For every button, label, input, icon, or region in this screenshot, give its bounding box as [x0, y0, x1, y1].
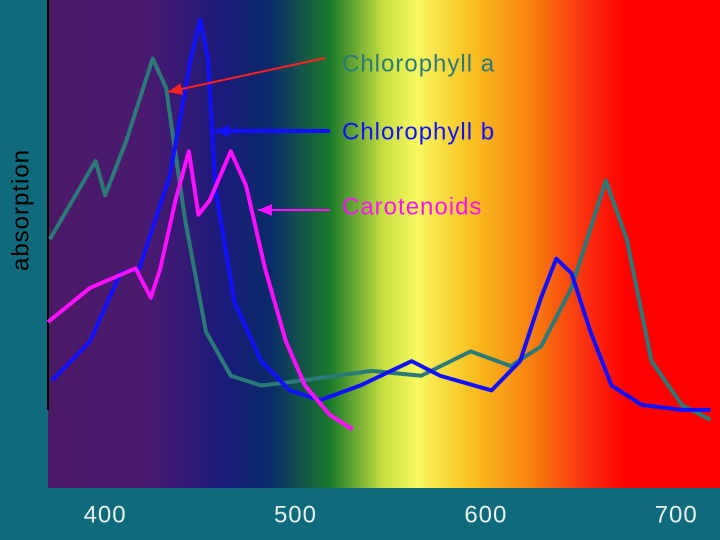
x-tick-label: 500	[274, 501, 317, 528]
x-tick-label: 700	[655, 501, 698, 528]
annotation-arrow	[167, 57, 326, 93]
data-line	[46, 149, 354, 432]
series-label: Chlorophyll a	[342, 50, 495, 77]
annotation-arrowhead	[258, 204, 272, 216]
data-line	[48, 56, 712, 422]
annotation-arrowhead	[215, 125, 229, 137]
annotation-arrowhead	[168, 83, 183, 95]
y-axis-label: absorption	[7, 149, 34, 271]
spectrum-background	[48, 0, 720, 488]
series-label: Chlorophyll b	[342, 118, 495, 145]
x-tick-label: 400	[84, 501, 127, 528]
x-tick-label: 600	[464, 501, 507, 528]
series-label: Carotenoids	[342, 193, 482, 220]
data-line	[50, 17, 711, 412]
